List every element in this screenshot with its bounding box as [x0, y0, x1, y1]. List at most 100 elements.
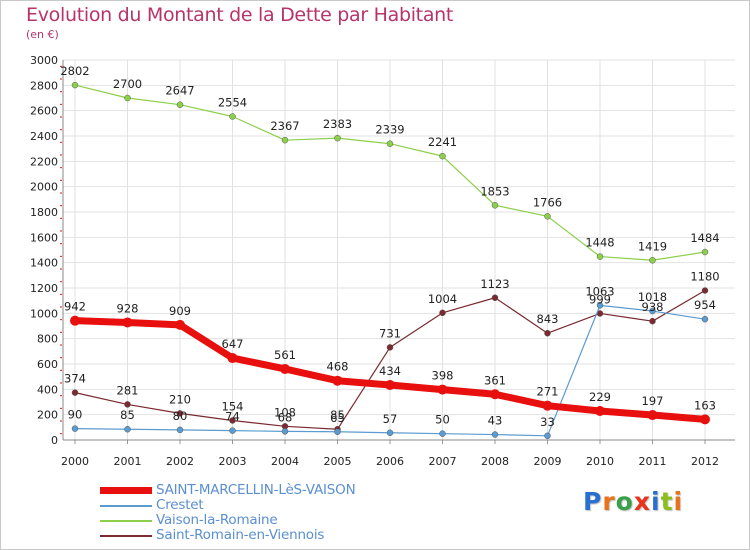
- x-tick-label: 2004: [271, 455, 299, 468]
- series-point-0: [385, 380, 395, 391]
- logo-letter: i: [651, 487, 661, 516]
- data-label-0: 561: [274, 348, 296, 362]
- y-tick-label: 800: [37, 333, 58, 346]
- data-label-0: 942: [64, 300, 86, 314]
- logo-letter: o: [615, 487, 634, 516]
- series-point-3: [649, 317, 656, 325]
- series-point-1: [334, 428, 341, 436]
- data-label-0: 468: [327, 360, 349, 374]
- logo-letter: i: [673, 487, 684, 516]
- series-point-0: [437, 384, 448, 395]
- series-point-1: [71, 425, 79, 432]
- series-point-3: [229, 417, 236, 424]
- chart-unit: (en €): [26, 28, 59, 41]
- series-point-2: [596, 253, 604, 260]
- series-point-3: [386, 344, 394, 351]
- data-label-2: 2383: [323, 117, 352, 131]
- data-label-3: 374: [64, 372, 86, 386]
- logo-letter: x: [633, 487, 651, 516]
- series-point-3: [491, 294, 499, 302]
- data-label-2: 2339: [375, 123, 404, 137]
- data-label-0: 271: [537, 385, 559, 399]
- series-point-2: [176, 101, 184, 108]
- data-label-0: 163: [694, 398, 716, 412]
- series-point-0: [490, 389, 500, 400]
- data-label-1: 85: [120, 408, 135, 422]
- y-tick-label: 2000: [30, 181, 58, 194]
- data-label-1: 1018: [638, 290, 667, 304]
- series-point-2: [544, 213, 551, 220]
- y-tick-label: 2200: [30, 155, 58, 168]
- x-tick-label: 2008: [481, 455, 509, 468]
- series-point-3: [439, 309, 446, 317]
- legend-label-crestet: Crestet: [156, 497, 204, 513]
- y-tick-label: 2600: [30, 105, 58, 118]
- data-label-1: 1063: [585, 284, 614, 298]
- data-label-1: 74: [225, 410, 240, 424]
- x-tick-label: 2000: [61, 455, 89, 468]
- series-point-1: [176, 426, 184, 434]
- data-label-0: 229: [589, 390, 611, 404]
- series-point-0: [595, 405, 605, 416]
- series-point-2: [334, 134, 341, 142]
- series-point-2: [439, 152, 446, 160]
- data-label-2: 2241: [428, 135, 457, 149]
- series-point-1: [281, 428, 289, 435]
- series-point-2: [649, 257, 656, 264]
- y-tick-label: 1000: [30, 307, 58, 320]
- axes: 0 200 400 600 800 1000 1200 1400 1600 1800 2000 220…: [30, 54, 735, 468]
- y-tick-label: 3000: [30, 54, 58, 67]
- data-label-2: 2802: [60, 64, 89, 78]
- data-labels: 2802 2700 2647 2554 2367 2383 2339 2241 1853 1766…: [60, 64, 719, 429]
- logo-letter: P: [583, 487, 603, 516]
- y-tick-label: 1400: [30, 257, 58, 270]
- series-point-0: [700, 414, 710, 425]
- series-point-2: [386, 140, 394, 147]
- series-point-2: [71, 81, 79, 89]
- series-group: [70, 81, 710, 440]
- data-label-2: 2647: [165, 84, 194, 98]
- legend-label-saint-romain: Saint-Romain-en-Viennois: [156, 527, 325, 543]
- legend-label-saint-marcellin: SAINT-MARCELLIN-LèS-VAISON: [156, 482, 356, 498]
- y-tick-label: 2400: [30, 130, 58, 143]
- data-label-0: 928: [117, 301, 139, 315]
- data-label-3: 154: [222, 399, 244, 413]
- series-point-1: [229, 427, 236, 434]
- data-label-1: 954: [694, 298, 716, 312]
- data-label-3: 1004: [428, 292, 457, 306]
- legend-swatch-crestet: [100, 505, 152, 507]
- series-point-3: [71, 389, 79, 396]
- y-tick-label: 2800: [30, 79, 58, 92]
- data-label-2: 2367: [270, 119, 299, 133]
- series-point-1: [386, 429, 394, 437]
- data-label-1: 65: [330, 411, 345, 425]
- x-tick-label: 2011: [639, 455, 667, 468]
- data-label-3: 843: [537, 312, 559, 326]
- legend-swatch-saint-marcellin: [100, 487, 152, 494]
- series-point-2: [701, 248, 709, 256]
- series-point-3: [544, 329, 551, 337]
- x-tick-label: 2003: [219, 455, 247, 468]
- x-tick-label: 2009: [534, 455, 562, 468]
- chart-title: Evolution du Montant de la Dette par Hab…: [26, 4, 454, 26]
- series-point-0: [647, 410, 658, 421]
- data-label-1: 50: [435, 413, 450, 427]
- data-label-1: 80: [173, 409, 188, 423]
- data-label-0: 361: [484, 373, 506, 387]
- series-point-3: [176, 410, 184, 417]
- proxiti-logo: Proxiti: [583, 487, 683, 516]
- data-label-3: 938: [642, 300, 664, 314]
- y-tick-label: 1200: [30, 282, 58, 295]
- legend-swatch-vaison: [100, 520, 152, 522]
- data-label-3: 281: [117, 383, 139, 397]
- y-tick-label: 0: [51, 434, 58, 447]
- series-point-1: [701, 315, 709, 323]
- series-point-2: [281, 136, 289, 144]
- data-label-3: 85: [330, 408, 345, 422]
- series-point-3: [124, 401, 131, 408]
- data-label-0: 398: [432, 369, 454, 383]
- x-tick-label: 2012: [691, 455, 719, 468]
- data-label-2: 2554: [218, 95, 247, 109]
